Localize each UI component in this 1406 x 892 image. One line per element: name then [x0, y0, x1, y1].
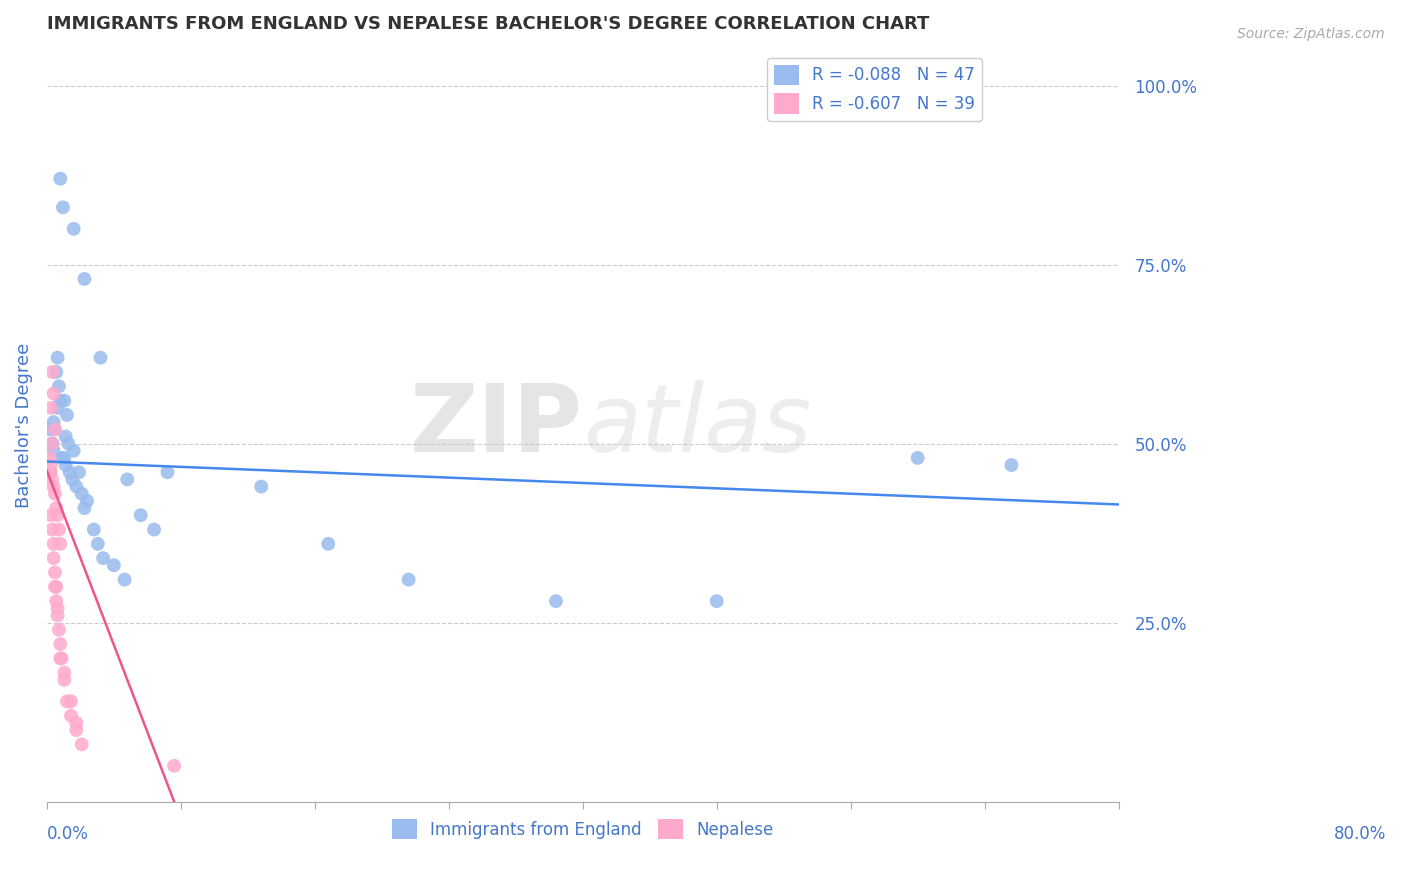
Point: [53, 393, 76, 408]
Point: [907, 450, 929, 465]
Point: [73, 272, 96, 286]
Point: [544, 594, 567, 608]
Point: [45, 580, 67, 594]
Point: [46, 351, 69, 365]
Point: [58, 436, 80, 450]
Point: [44, 422, 66, 436]
Point: [55, 429, 77, 443]
Point: [65, 479, 87, 493]
Point: [49, 393, 72, 408]
Point: [46, 608, 69, 623]
Point: [52, 200, 75, 214]
Point: [41, 523, 63, 537]
Point: [76, 494, 98, 508]
Point: [398, 573, 420, 587]
Point: [103, 558, 125, 573]
Point: [59, 694, 82, 708]
Point: [117, 472, 139, 486]
Point: [49, 537, 72, 551]
Point: [42, 415, 65, 429]
Point: [41, 436, 63, 450]
Point: [706, 594, 728, 608]
Point: [41, 436, 63, 450]
Point: [53, 450, 76, 465]
Point: [45, 594, 67, 608]
Point: [62, 222, 84, 236]
Point: [316, 537, 339, 551]
Text: 80.0%: 80.0%: [1334, 825, 1386, 843]
Point: [53, 665, 76, 680]
Point: [45, 501, 67, 516]
Point: [39, 465, 62, 479]
Point: [46, 401, 69, 415]
Point: [49, 651, 72, 665]
Point: [55, 458, 77, 472]
Point: [70, 737, 93, 751]
Text: IMMIGRANTS FROM ENGLAND VS NEPALESE BACHELOR'S DEGREE CORRELATION CHART: IMMIGRANTS FROM ENGLAND VS NEPALESE BACH…: [46, 15, 929, 33]
Point: [89, 351, 111, 365]
Point: [39, 401, 62, 415]
Point: [59, 708, 82, 723]
Point: [250, 479, 273, 493]
Text: ZIP: ZIP: [411, 380, 582, 472]
Point: [60, 472, 83, 486]
Point: [70, 486, 93, 500]
Point: [42, 386, 65, 401]
Point: [45, 365, 67, 379]
Point: [49, 171, 72, 186]
Point: [48, 523, 70, 537]
Point: [51, 450, 73, 465]
Legend: Immigrants from England, Nepalese: Immigrants from England, Nepalese: [385, 813, 780, 846]
Point: [129, 508, 152, 523]
Point: [65, 715, 87, 730]
Text: 0.0%: 0.0%: [46, 825, 89, 843]
Point: [38, 465, 60, 479]
Point: [51, 651, 73, 665]
Point: [42, 551, 65, 566]
Point: [44, 486, 66, 500]
Point: [42, 537, 65, 551]
Point: [46, 508, 69, 523]
Point: [48, 379, 70, 393]
Point: [62, 443, 84, 458]
Point: [46, 601, 69, 615]
Point: [56, 408, 79, 422]
Point: [83, 523, 105, 537]
Point: [41, 436, 63, 450]
Point: [1000, 458, 1022, 472]
Point: [44, 566, 66, 580]
Point: [65, 723, 87, 737]
Point: [114, 573, 136, 587]
Point: [42, 479, 65, 493]
Point: [53, 673, 76, 687]
Point: [41, 472, 63, 486]
Point: [38, 450, 60, 465]
Point: [91, 551, 114, 566]
Point: [41, 365, 63, 379]
Text: Source: ZipAtlas.com: Source: ZipAtlas.com: [1237, 27, 1385, 41]
Point: [156, 465, 179, 479]
Point: [87, 537, 110, 551]
Point: [56, 694, 79, 708]
Point: [49, 637, 72, 651]
Point: [38, 422, 60, 436]
Point: [42, 443, 65, 458]
Point: [39, 508, 62, 523]
Y-axis label: Bachelor's Degree: Bachelor's Degree: [15, 343, 32, 508]
Point: [143, 523, 166, 537]
Point: [163, 758, 186, 772]
Point: [44, 422, 66, 436]
Point: [67, 465, 90, 479]
Point: [44, 580, 66, 594]
Point: [39, 458, 62, 472]
Text: atlas: atlas: [582, 380, 811, 471]
Point: [73, 501, 96, 516]
Point: [48, 623, 70, 637]
Point: [59, 465, 82, 479]
